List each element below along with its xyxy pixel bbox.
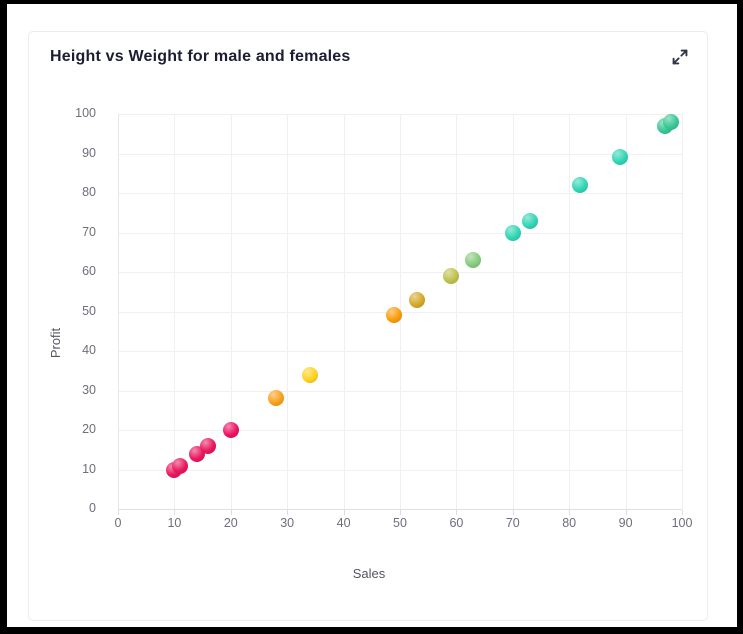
x-axis-tick-mark xyxy=(682,510,683,515)
x-axis-tick-mark xyxy=(569,510,571,515)
y-axis-tick-label: 10 xyxy=(82,461,96,476)
x-axis-title: Sales xyxy=(352,566,386,581)
x-axis-tick-label: 80 xyxy=(562,516,577,530)
v-gridline xyxy=(569,114,571,509)
chart-title: Height vs Weight for male and females xyxy=(50,48,351,65)
scatter-point[interactable] xyxy=(521,212,538,229)
x-axis-tick-label: 10 xyxy=(167,516,182,530)
x-axis-tick-mark xyxy=(174,510,176,515)
y-axis-tick-label: 100 xyxy=(75,106,96,120)
scatter-point[interactable] xyxy=(572,177,589,194)
scatter-point[interactable] xyxy=(267,390,284,407)
scatter-point[interactable] xyxy=(442,267,459,284)
x-axis-tick-mark xyxy=(343,510,345,515)
x-axis-tick-label: 0 xyxy=(114,516,122,530)
v-gridline xyxy=(456,114,458,509)
x-axis-tick-mark xyxy=(512,510,514,515)
scatter-point[interactable] xyxy=(611,149,628,166)
y-axis-tick-label: 80 xyxy=(82,185,96,199)
v-gridline xyxy=(625,114,627,509)
x-axis-tick-label: 70 xyxy=(505,516,520,530)
v-gridline xyxy=(682,114,683,509)
x-axis-tick-label: 20 xyxy=(223,516,238,530)
scatter-plot-area: 0 10 20 30 40 50 60 70 80 90 100 0 10 20 30 40 50 60 70 80 9… xyxy=(75,106,692,530)
chart-card: Height vs Weight for male and females Pr… xyxy=(28,31,708,621)
scatter-point[interactable] xyxy=(662,113,679,130)
scatter-point[interactable] xyxy=(504,224,521,241)
x-axis-tick-label: 50 xyxy=(393,516,407,530)
x-axis-tick-label: 30 xyxy=(280,516,295,530)
x-axis-tick-label: 40 xyxy=(336,516,351,530)
v-gridline xyxy=(174,114,176,509)
x-axis-tick-mark xyxy=(118,510,119,515)
expand-arrows-icon xyxy=(669,46,691,68)
x-axis-tick-label: 60 xyxy=(449,516,464,530)
scatter-point[interactable] xyxy=(172,457,189,474)
y-axis-tick-label: 0 xyxy=(89,501,96,515)
x-axis-tick-mark xyxy=(230,510,232,515)
scatter-point[interactable] xyxy=(408,291,425,308)
x-axis-tick-mark xyxy=(400,510,401,515)
expand-button[interactable] xyxy=(667,44,693,70)
y-axis-line xyxy=(118,114,119,509)
x-axis-tick-label: 100 xyxy=(671,516,693,530)
scatter-point[interactable] xyxy=(386,307,403,324)
scatter-point[interactable] xyxy=(301,366,318,383)
x-axis-tick-mark xyxy=(287,510,289,515)
v-gridline xyxy=(230,114,232,509)
x-axis-tick-label: 90 xyxy=(618,516,633,530)
x-axis-tick-mark xyxy=(625,510,627,515)
y-axis-tick-label: 40 xyxy=(82,343,96,357)
v-gridline xyxy=(343,114,345,509)
y-axis-tick-label: 20 xyxy=(82,422,96,436)
scatter-point[interactable] xyxy=(222,422,239,438)
y-axis-tick-label: 50 xyxy=(82,303,96,318)
y-axis-tick-label: 90 xyxy=(82,145,96,160)
v-gridline xyxy=(512,114,514,509)
y-axis-tick-label: 70 xyxy=(82,224,96,239)
scatter-point[interactable] xyxy=(200,437,217,454)
y-axis-tick-label: 30 xyxy=(82,382,96,397)
scatter-point[interactable] xyxy=(465,252,482,269)
x-axis-tick-mark xyxy=(456,510,458,515)
v-gridline xyxy=(287,114,289,509)
y-axis-tick-label: 60 xyxy=(82,264,96,278)
x-axis-line xyxy=(118,509,682,510)
